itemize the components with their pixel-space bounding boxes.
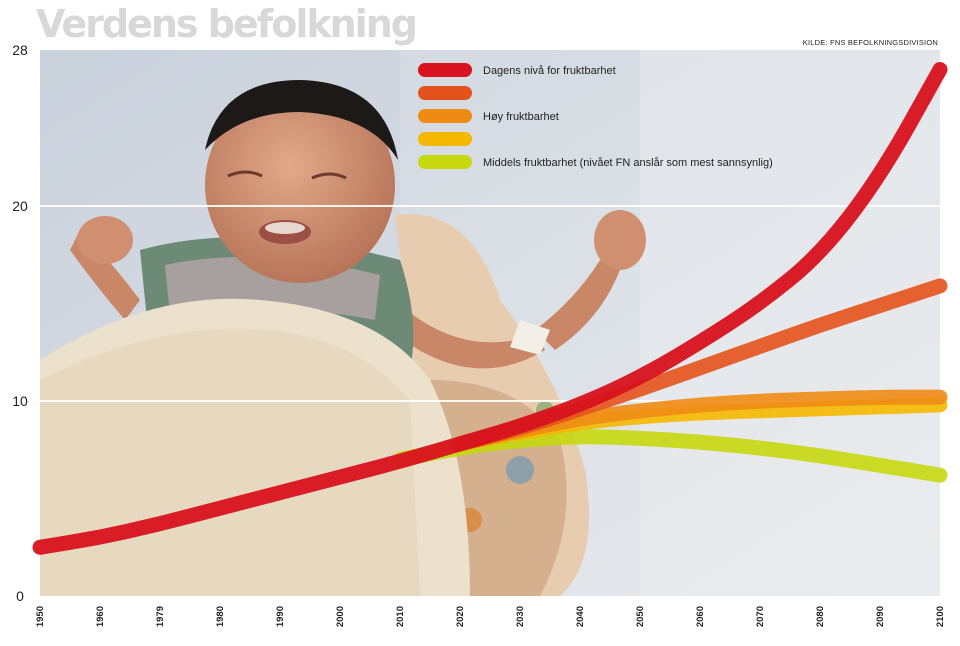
chart-title: Verdens befolkning — [36, 2, 418, 46]
x-tick-label: 2060 — [695, 606, 706, 627]
y-tick-label: 10 — [12, 393, 28, 409]
x-tick-label: 2050 — [635, 606, 646, 627]
series-line-1 — [32, 62, 948, 555]
x-tick-label: 1979 — [155, 606, 166, 627]
x-tick-label: 1960 — [95, 606, 106, 627]
x-tick-label: 2000 — [335, 606, 346, 627]
x-tick-label: 2100 — [935, 606, 946, 627]
x-tick-label: 2020 — [455, 606, 466, 627]
x-tick-label: 2010 — [395, 606, 406, 627]
source-note: KILDE: FNS BEFOLKNINGSDIVISION — [802, 38, 938, 47]
legend: Dagens nivå for fruktbarhet Høy fruktbarh… — [418, 63, 773, 169]
legend-label: Middels fruktbarhet (nivået FN anslår so… — [483, 157, 773, 169]
x-tick-label: 2040 — [575, 606, 586, 627]
x-tick-label: 2090 — [875, 606, 886, 627]
y-tick-label: 0 — [16, 588, 24, 604]
legend-label: Høy fruktbarhet — [483, 111, 559, 123]
x-tick-label: 1950 — [35, 606, 46, 627]
legend-label: Dagens nivå for fruktbarhet — [483, 65, 616, 77]
background-photo — [40, 50, 940, 597]
x-tick-label: 1990 — [275, 606, 286, 627]
y-tick-label: 20 — [12, 198, 28, 214]
x-tick-label: 2070 — [755, 606, 766, 627]
y-axis: 0 10 20 28 — [12, 42, 28, 604]
series-lines — [32, 62, 948, 555]
x-tick-label: 2030 — [515, 606, 526, 627]
y-tick-label: 28 — [12, 42, 28, 58]
x-tick-label: 1980 — [215, 606, 226, 627]
x-axis: 1950 1960 1979 1980 1990 2000 2010 2020 2030 2040… — [35, 606, 946, 627]
x-tick-label: 2080 — [815, 606, 826, 627]
